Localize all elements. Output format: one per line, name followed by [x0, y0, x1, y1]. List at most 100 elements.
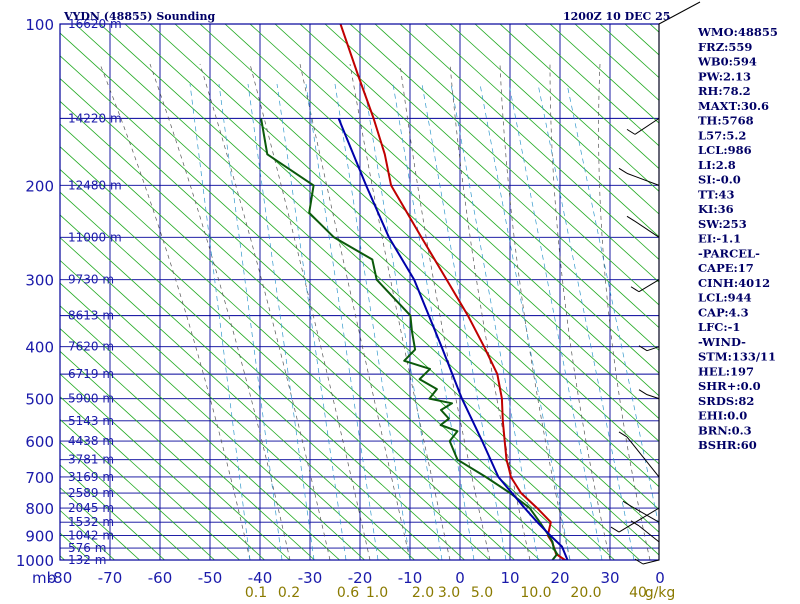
dry-adiabat-line: [499, 24, 659, 170]
temperature-tick-label: -50: [198, 569, 223, 587]
pressure-tick-label: 600: [25, 433, 54, 451]
dry-adiabat-line: [149, 24, 659, 488]
dry-adiabat-line: [424, 24, 659, 238]
stability-index-item: SW:253: [698, 217, 747, 231]
dry-adiabat-line: [74, 24, 659, 556]
mixing-ratio-label: 10.0: [520, 585, 551, 600]
wind-profile: [610, 1, 701, 565]
stability-index-item: LCL:986: [698, 143, 752, 157]
stability-index-item: -WIND-: [698, 335, 746, 349]
stability-index-item: BRN:0.3: [698, 423, 752, 437]
dry-adiabat-line: [60, 55, 615, 560]
wind-barb: [638, 279, 660, 293]
dry-adiabat-line: [524, 24, 659, 147]
temperature-tick-label: -80: [48, 569, 73, 587]
height-label: 5143 m: [68, 414, 114, 428]
dry-adiabat-line: [60, 146, 515, 560]
temperature-tick-label: -40: [248, 569, 273, 587]
height-label: 14220 m: [68, 111, 122, 125]
dry-adiabat-line: [474, 24, 659, 192]
dry-adiabat-line: [399, 24, 659, 260]
mixing-ratio-line: [247, 83, 315, 560]
dry-adiabat-line: [60, 418, 215, 560]
mixing-ratio-labels: 0.1 0.2 0.6 1.0 2.0 3.0 5.0 10.0 20.0 40g/kg: [245, 585, 675, 601]
wind-barb-flag: [610, 526, 620, 533]
temperature-tick-labels: mb-80 -70 -60 -50 -40 -30 -20 -10 0 10 20 30 0: [32, 569, 665, 587]
height-label: 1532 m: [68, 515, 114, 529]
moist-adiabat-line: [199, 63, 331, 560]
dry-adiabat-line: [349, 24, 659, 306]
mixing-ratio-label: 1.0: [366, 585, 388, 600]
wind-barb-flag: [630, 520, 640, 527]
height-label: 3781 m: [68, 453, 114, 467]
stability-index-item: PW:2.13: [698, 69, 751, 83]
wind-barb-flag: [634, 558, 644, 565]
wind-barb-flag: [626, 215, 636, 222]
stability-index-item: -PARCEL-: [698, 246, 760, 260]
background-grid: [60, 24, 659, 560]
stability-index-item: SRDS:82: [698, 394, 754, 408]
pressure-unit-label: mb: [32, 569, 56, 587]
mixing-ratio-label: 20.0: [570, 585, 601, 600]
dry-adiabat-line: [199, 24, 659, 442]
mixing-ratio-label: 40: [629, 585, 647, 600]
pressure-tick-label: 500: [25, 391, 54, 409]
dry-adiabat-line: [249, 24, 659, 397]
height-label: 1042 m: [68, 528, 114, 542]
wind-barb: [626, 172, 660, 186]
stability-index-item: WB0:594: [697, 55, 757, 69]
stability-index-item: KI:36: [698, 202, 734, 216]
temperature-tick-label: -20: [348, 569, 373, 587]
mixing-ratio-line: [276, 83, 347, 560]
data-series: [260, 24, 569, 560]
stability-index-item: SI:-0.0: [698, 173, 741, 187]
temperature-tick-label: 30: [600, 569, 619, 587]
dry-adiabat-line: [60, 78, 590, 560]
temperature-tick-label: -70: [98, 569, 123, 587]
wind-barb: [634, 220, 660, 238]
wind-barb: [646, 346, 660, 352]
mixing-ratio-line: [566, 83, 659, 529]
height-label: 12480 m: [68, 178, 122, 192]
wind-barb-flag: [630, 286, 640, 293]
moist-adiabat-line: [499, 63, 571, 560]
stability-index-item: LFC:-1: [698, 320, 740, 334]
dry-adiabat-line: [60, 191, 465, 560]
parcel-trace: [337, 118, 569, 560]
mixing-ratio-label: 0.2: [278, 585, 300, 600]
wind-barb-flag: [618, 431, 628, 438]
wind-barb: [638, 525, 660, 543]
stability-indices: WMO:48855FRZ:559WB0:594PW:2.13RH:78.2MAX…: [697, 25, 778, 452]
stability-index-item: HEL:197: [698, 364, 754, 378]
dry-adiabat-line: [60, 396, 240, 560]
mixing-ratio-line: [218, 83, 283, 560]
dry-adiabat-line: [60, 373, 265, 560]
stability-index-item: EI:-1.1: [698, 232, 741, 246]
moist-adiabat-line: [449, 63, 531, 560]
chart-title: VYDN (48855) Sounding: [63, 10, 215, 23]
wind-barb: [634, 117, 660, 135]
dewpoint-trace: [260, 118, 559, 560]
wind-barb: [626, 436, 660, 478]
height-label: 2589 m: [68, 486, 114, 500]
dry-adiabat-line: [174, 24, 659, 465]
stability-index-item: EHI:0.0: [698, 409, 747, 423]
temperature-tick-label: -60: [148, 569, 173, 587]
moist-adiabat-line: [598, 63, 651, 560]
height-label: 11000 m: [68, 230, 122, 244]
wind-barb-flag: [638, 345, 648, 352]
dry-adiabat-line: [60, 168, 490, 560]
stability-index-item: CAPE:17: [698, 261, 754, 275]
stability-index-item: LI:2.8: [698, 158, 736, 172]
pressure-tick-label: 200: [25, 177, 54, 195]
height-label: 9730 m: [68, 273, 114, 287]
pressure-tick-label: 400: [25, 339, 54, 357]
stability-index-item: STM:133/11: [698, 350, 776, 364]
height-label: 16620 m: [68, 17, 122, 31]
mixing-ratio-label: 2.0: [412, 585, 434, 600]
dry-adiabat-line: [374, 24, 659, 283]
dry-adiabat-line: [449, 24, 659, 215]
dry-adiabat-line: [60, 282, 365, 560]
